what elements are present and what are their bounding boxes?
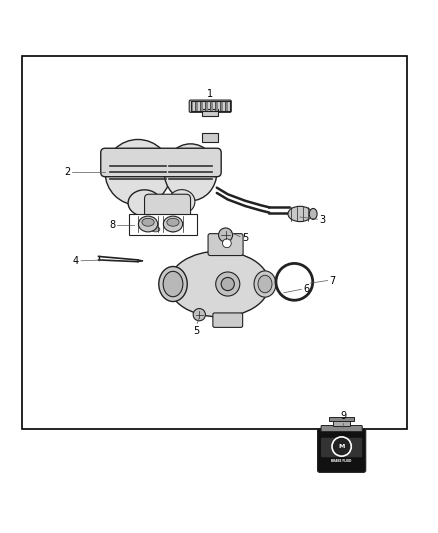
Circle shape: [193, 309, 205, 321]
Bar: [215, 101, 218, 111]
Bar: [225, 101, 228, 111]
Bar: [129, 214, 197, 235]
FancyBboxPatch shape: [189, 100, 231, 112]
Ellipse shape: [288, 206, 312, 222]
Ellipse shape: [128, 190, 161, 216]
FancyBboxPatch shape: [318, 429, 366, 472]
Text: 4: 4: [73, 256, 79, 266]
Text: 5: 5: [193, 326, 199, 336]
Bar: [220, 101, 223, 111]
Text: BRAKE FLUID: BRAKE FLUID: [332, 459, 352, 464]
Text: 5: 5: [242, 233, 248, 243]
Ellipse shape: [167, 219, 179, 226]
Text: 9: 9: [340, 411, 346, 421]
Ellipse shape: [309, 208, 317, 220]
FancyBboxPatch shape: [101, 148, 221, 177]
Bar: [195, 101, 198, 111]
Text: M: M: [339, 444, 345, 449]
Ellipse shape: [254, 271, 276, 297]
Ellipse shape: [163, 271, 183, 297]
Bar: [210, 101, 213, 111]
Ellipse shape: [142, 219, 154, 226]
Bar: [201, 101, 203, 111]
Ellipse shape: [159, 266, 187, 302]
FancyBboxPatch shape: [145, 194, 191, 229]
Text: 6: 6: [304, 284, 310, 294]
FancyBboxPatch shape: [213, 313, 243, 327]
Bar: [329, 417, 354, 421]
Bar: [202, 133, 218, 142]
Text: 8: 8: [109, 220, 115, 230]
Bar: [202, 109, 218, 116]
Ellipse shape: [169, 227, 177, 232]
Ellipse shape: [216, 272, 240, 296]
Circle shape: [332, 437, 351, 456]
Ellipse shape: [163, 216, 183, 232]
Ellipse shape: [258, 275, 272, 293]
Ellipse shape: [168, 223, 178, 231]
Bar: [191, 101, 193, 111]
Circle shape: [219, 228, 233, 242]
Text: 7: 7: [329, 276, 336, 286]
Bar: [22, 56, 407, 429]
Text: 1: 1: [207, 89, 213, 99]
Bar: [333, 421, 350, 426]
Bar: [205, 101, 208, 111]
Text: 2: 2: [64, 167, 70, 177]
FancyBboxPatch shape: [321, 438, 362, 457]
FancyBboxPatch shape: [321, 425, 362, 432]
Ellipse shape: [138, 216, 158, 232]
Ellipse shape: [169, 190, 195, 214]
Ellipse shape: [164, 144, 217, 201]
Text: 3: 3: [320, 215, 326, 224]
Ellipse shape: [105, 140, 171, 205]
Circle shape: [223, 239, 231, 248]
Ellipse shape: [221, 278, 234, 290]
FancyBboxPatch shape: [208, 233, 243, 255]
Ellipse shape: [151, 227, 160, 232]
Ellipse shape: [151, 223, 160, 231]
Ellipse shape: [169, 251, 269, 317]
